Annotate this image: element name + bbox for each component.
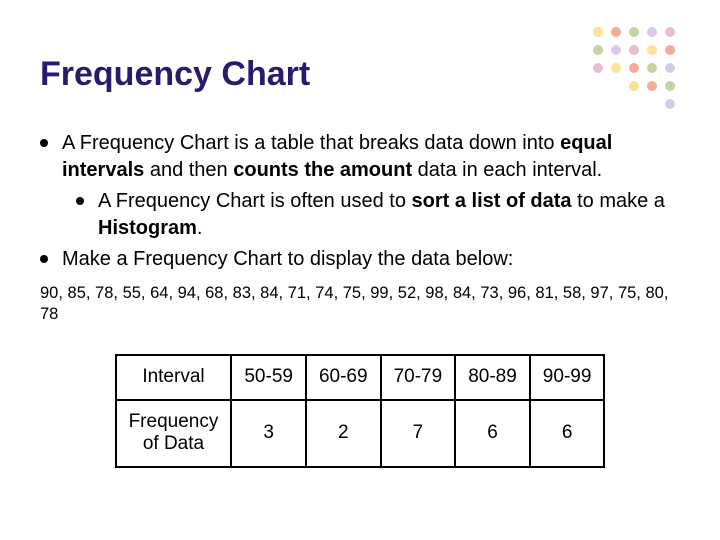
row-header-interval: Interval: [116, 355, 232, 400]
interval-cell: 80-89: [455, 355, 530, 400]
interval-cell: 90-99: [530, 355, 605, 400]
bullet-2: Make a Frequency Chart to display the da…: [40, 246, 680, 273]
frequency-table: Interval 50-59 60-69 70-79 80-89 90-99 F…: [115, 354, 606, 468]
bullet-1-text: A Frequency Chart is a table that breaks…: [62, 130, 680, 184]
slide-body: A Frequency Chart is a table that breaks…: [40, 130, 680, 468]
row-header-frequency: Frequencyof Data: [116, 400, 232, 468]
frequency-cell: 7: [381, 400, 456, 468]
interval-cell: 60-69: [306, 355, 381, 400]
frequency-cell: 2: [306, 400, 381, 468]
frequency-cell: 6: [455, 400, 530, 468]
frequency-cell: 3: [231, 400, 306, 468]
bullet-1a: A Frequency Chart is often used to sort …: [76, 188, 680, 242]
bullet-icon: [76, 197, 84, 205]
interval-cell: 50-59: [231, 355, 306, 400]
bullet-1a-text: A Frequency Chart is often used to sort …: [98, 188, 680, 242]
interval-cell: 70-79: [381, 355, 456, 400]
bullet-icon: [40, 255, 48, 263]
bullet-icon: [40, 139, 48, 147]
bullet-2-text: Make a Frequency Chart to display the da…: [62, 246, 513, 273]
frequency-cell: 6: [530, 400, 605, 468]
decorative-dots: [580, 20, 700, 110]
table-row: Frequencyof Data 3 2 7 6 6: [116, 400, 605, 468]
bullet-1: A Frequency Chart is a table that breaks…: [40, 130, 680, 184]
slide-title: Frequency Chart: [40, 55, 310, 94]
data-values-line: 90, 85, 78, 55, 64, 94, 68, 83, 84, 71, …: [40, 283, 680, 326]
frequency-table-wrap: Interval 50-59 60-69 70-79 80-89 90-99 F…: [40, 354, 680, 468]
table-row: Interval 50-59 60-69 70-79 80-89 90-99: [116, 355, 605, 400]
